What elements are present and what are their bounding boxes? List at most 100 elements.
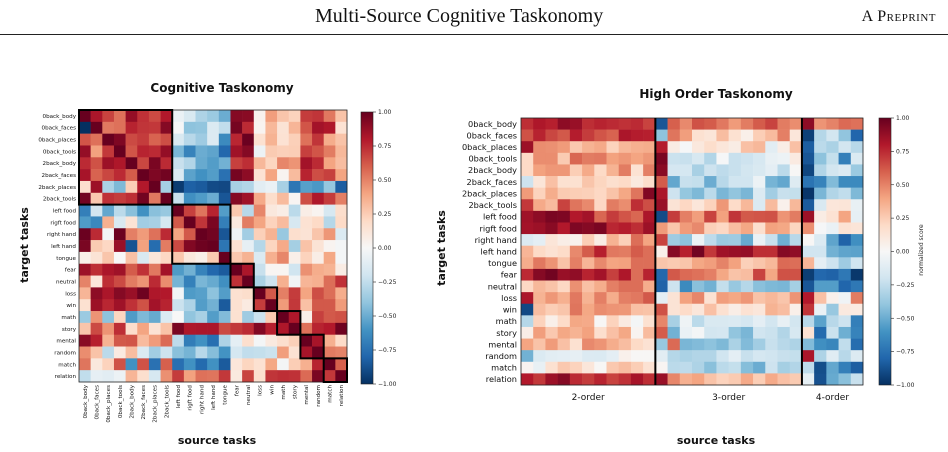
heatmap-cell (113, 110, 126, 123)
heatmap-cell (533, 245, 546, 258)
heatmap-cell (137, 370, 150, 383)
heatmap-cell (765, 350, 778, 363)
heatmap-cell (826, 268, 839, 281)
heatmap-cell (113, 180, 126, 194)
heatmap-cell (323, 263, 336, 276)
heatmap-cell (753, 326, 766, 339)
row-tick-label: right hand (475, 235, 517, 245)
heatmap-cell (288, 133, 301, 146)
heatmap-cell (594, 176, 607, 188)
heatmap-cell (207, 240, 220, 253)
heatmap-cell (207, 204, 220, 217)
heatmap-cell (195, 216, 208, 229)
heatmap-cell (533, 187, 546, 200)
heatmap-cell (777, 210, 791, 223)
heatmap-cell (753, 338, 766, 351)
heatmap-cell (230, 216, 243, 229)
heatmap-cell (765, 257, 778, 270)
heatmap-cell (557, 141, 571, 154)
heatmap-cell (594, 257, 607, 270)
heatmap-cell (218, 169, 231, 182)
heatmap-cell (692, 350, 705, 363)
heatmap-cell (618, 141, 632, 154)
heatmap-cell (113, 322, 126, 335)
heatmap-cell (630, 338, 644, 351)
heatmap-cell (545, 222, 558, 235)
col-tick-label: relation (339, 385, 345, 407)
row-tick-label: left hand (51, 244, 76, 250)
heatmap-cell (667, 152, 681, 165)
heatmap-cell (90, 251, 103, 265)
heatmap-cell (335, 358, 348, 371)
row-tick-label: math (61, 315, 76, 321)
heatmap-cell (777, 129, 791, 142)
heatmap-cell (277, 121, 290, 134)
heatmap-cell (777, 338, 791, 351)
heatmap-cell (312, 169, 324, 182)
heatmap-cell (789, 152, 803, 165)
col-tick-label: left food (176, 385, 182, 409)
heatmap-cell (569, 118, 583, 130)
heatmap-cell (137, 145, 150, 158)
heatmap-cell (789, 245, 803, 258)
heatmap-cell (160, 145, 173, 158)
heatmap-cell (137, 240, 150, 253)
heatmap-cell (102, 299, 115, 312)
heatmap-cell (801, 234, 815, 246)
heatmap-cell (183, 121, 196, 134)
heatmap-cell (90, 263, 103, 276)
heatmap-cell (288, 145, 301, 158)
heatmap-cell (207, 251, 220, 265)
heatmap-cell (594, 303, 607, 316)
heatmap-cell (765, 338, 778, 351)
col-tick-label: math (281, 385, 287, 400)
heatmap-cell (618, 222, 632, 235)
heatmap-cell (569, 303, 583, 316)
heatmap-cell (728, 129, 742, 142)
heatmap-cell (253, 370, 266, 383)
heatmap-cell (288, 358, 301, 371)
heatmap-cell (643, 280, 656, 293)
heatmap-cell (606, 303, 620, 316)
heatmap-cell (253, 133, 266, 146)
heatmap-cell (160, 263, 173, 276)
heatmap-cell (160, 299, 173, 312)
heatmap-cell (838, 350, 852, 363)
heatmap-cell (606, 176, 620, 188)
colorbar-tick-label: 0.00 (896, 249, 910, 256)
heatmap-cell (183, 240, 196, 253)
heatmap-cell (102, 322, 115, 335)
heatmap-cell (814, 245, 827, 258)
heatmap-cell (288, 311, 301, 324)
heatmap-cell (102, 370, 115, 383)
heatmap-cell (545, 176, 558, 188)
heatmap-cell (838, 187, 852, 200)
heatmap-cell (160, 216, 173, 229)
heatmap-cell (79, 192, 91, 205)
heatmap-cell (618, 315, 632, 328)
heatmap-cell (230, 110, 243, 123)
row-tick-label: 2back_places (462, 188, 517, 198)
heatmap-cell (90, 299, 103, 312)
heatmap-cell (594, 268, 607, 281)
heatmap-cell (113, 169, 126, 182)
heatmap-cell (90, 157, 103, 170)
heatmap-cell (277, 157, 290, 170)
heatmap-cell (801, 280, 815, 293)
col-tick-label: 2back_tools (164, 385, 170, 418)
heatmap-cell (125, 370, 138, 383)
heatmap-cell (90, 275, 103, 288)
heatmap-cell (300, 275, 313, 288)
heatmap-cell (230, 240, 243, 253)
heatmap-cell (740, 315, 754, 328)
heatmap-cell (230, 346, 243, 359)
heatmap-cell (569, 199, 583, 212)
heatmap-cell (557, 350, 571, 363)
heatmap-cell (679, 210, 693, 223)
heatmap-cell (545, 118, 558, 130)
heatmap-cell (765, 373, 778, 386)
heatmap-cell (288, 204, 301, 217)
heatmap-cell (850, 257, 864, 270)
heatmap-cell (521, 245, 534, 258)
heatmap-cell (172, 322, 185, 335)
